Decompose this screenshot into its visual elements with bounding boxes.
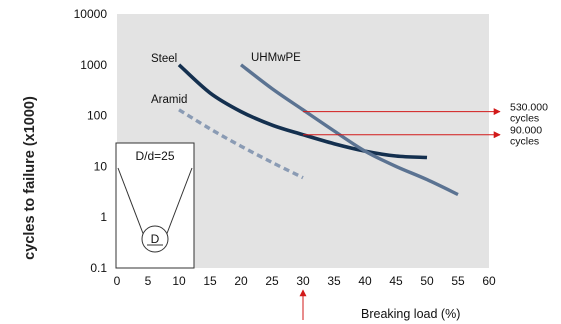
series-label-uhmwpe: UHMwPE — [251, 52, 301, 64]
x-tick-label: 0 — [114, 274, 121, 288]
series-line-uhmwpe — [239, 63, 459, 197]
y-tick-labels: 0.1 1 10 100 1000 10000 — [74, 7, 108, 275]
annotation-unit: cycles — [510, 113, 539, 125]
series-line-aramid — [178, 108, 304, 180]
y-tick-label: 1 — [100, 210, 107, 224]
x-tick-label: 15 — [203, 274, 217, 288]
inset-title: D/d=25 — [135, 149, 174, 163]
x-tick-label: 35 — [327, 274, 341, 288]
series-labels: Steel UHMwPE Aramid — [151, 52, 301, 106]
x-tick-label: 40 — [358, 274, 372, 288]
y-tick-label: 10 — [94, 159, 108, 173]
annotation-unit: cycles — [510, 136, 539, 148]
annotation-value: 90.000 — [510, 125, 542, 137]
x-tick-label: 25 — [265, 274, 279, 288]
x-tick-label: 45 — [389, 274, 403, 288]
x-axis-label: Breaking load (%) — [361, 307, 460, 321]
inset-diagram: D/d=25 D — [115, 142, 195, 269]
x-tick-label: 55 — [451, 274, 465, 288]
y-tick-label: 1000 — [80, 58, 107, 72]
x-tick-label: 5 — [145, 274, 152, 288]
x-tick-label: 60 — [482, 274, 496, 288]
y-tick-label: 0.1 — [90, 261, 107, 275]
y-axis-label: cycles to failure (x1000) — [22, 96, 38, 260]
x-tick-label: 50 — [420, 274, 434, 288]
inset-box — [115, 142, 195, 269]
y-tick-label: 100 — [87, 109, 107, 123]
x-tick-label: 20 — [234, 274, 248, 288]
rope-left — [117, 167, 145, 237]
x-tick-label: 30 — [296, 274, 310, 288]
series-label-steel: Steel — [151, 53, 177, 65]
annotation-value: 530.000 — [510, 102, 548, 114]
rope-right — [165, 167, 193, 237]
sheave-label: D — [151, 232, 160, 246]
y-tick-label: 10000 — [74, 7, 108, 21]
series-label-aramid: Aramid — [151, 94, 187, 106]
x-tick-label: 10 — [172, 274, 186, 288]
x-tick-labels: 0 5 10 15 20 25 30 35 40 45 50 55 60 — [114, 274, 496, 288]
